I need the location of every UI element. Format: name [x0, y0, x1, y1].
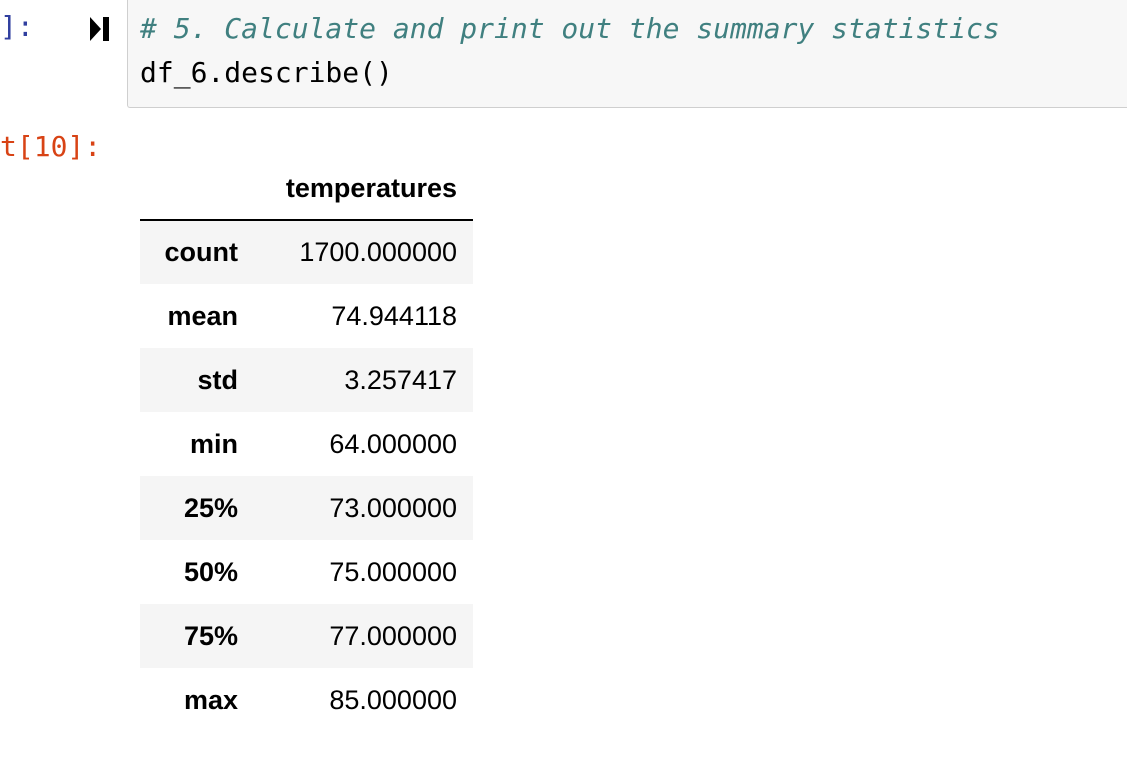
code-comment: # 5. Calculate and print out the summary…	[140, 12, 1000, 45]
table-row: 50% 75.000000	[140, 540, 473, 604]
row-label: 75%	[183, 620, 238, 651]
output-prompt: t[10]:	[0, 130, 102, 163]
row-value: 64.000000	[329, 428, 457, 459]
row-value: 75.000000	[329, 556, 457, 587]
input-prompt: ]:	[0, 10, 34, 43]
row-value: 85.000000	[329, 684, 457, 715]
row-value: 77.000000	[329, 620, 457, 651]
table-header-row: temperatures	[140, 158, 473, 221]
row-label: 25%	[183, 492, 238, 523]
code-editor[interactable]: # 5. Calculate and print out the summary…	[127, 0, 1127, 108]
table-row: 75% 77.000000	[140, 604, 473, 668]
dataframe-table: temperatures count 1700.000000 mean 74.9…	[140, 158, 473, 732]
table-row: min 64.000000	[140, 412, 473, 476]
table-row: std 3.257417	[140, 348, 473, 412]
row-value: 1700.000000	[299, 237, 457, 267]
code-comment-line: # 5. Calculate and print out the summary…	[140, 12, 1000, 46]
column-header: temperatures	[254, 158, 473, 221]
run-cell-icon[interactable]	[88, 14, 112, 44]
index-header	[140, 158, 254, 221]
row-value: 73.000000	[329, 492, 457, 523]
row-label: count	[164, 237, 239, 267]
row-value: 3.257417	[344, 364, 457, 395]
row-label: 50%	[183, 556, 238, 587]
table-row: max 85.000000	[140, 668, 473, 732]
row-label: mean	[167, 300, 238, 331]
row-value: 74.944118	[331, 300, 457, 331]
row-label: min	[189, 428, 238, 459]
table-row: count 1700.000000	[140, 220, 473, 284]
table-row: 25% 73.000000	[140, 476, 473, 540]
row-label: std	[197, 364, 239, 395]
row-label: max	[183, 684, 238, 715]
table-row: mean 74.944118	[140, 284, 473, 348]
code-statement-line: df_6.describe()	[140, 56, 393, 89]
